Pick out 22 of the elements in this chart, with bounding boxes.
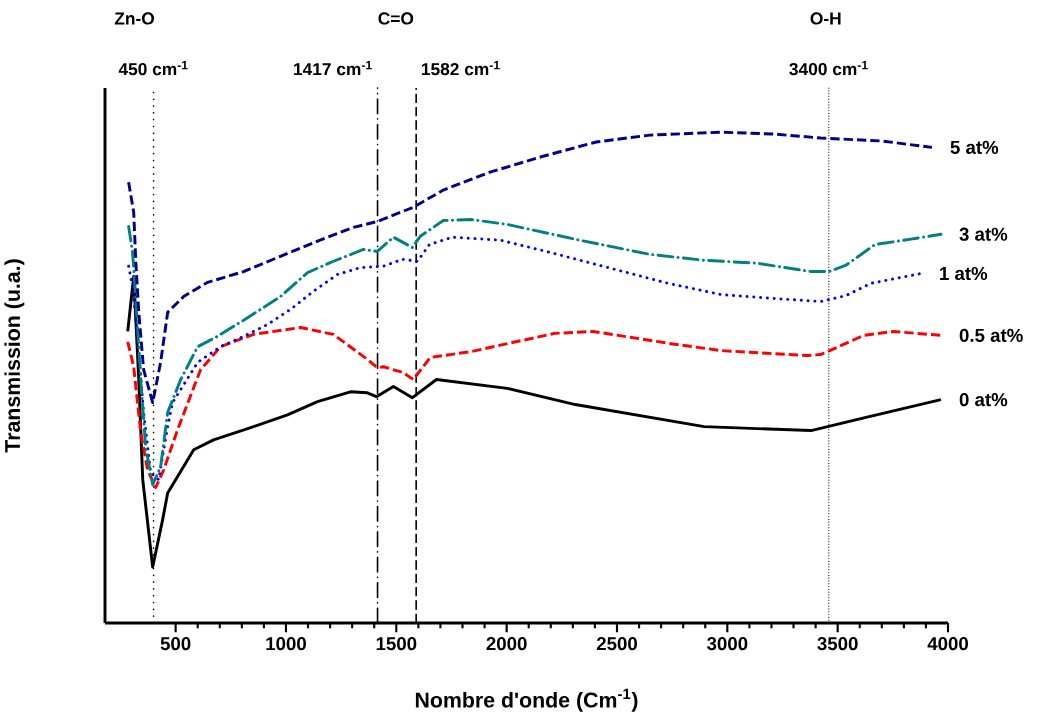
series-label: 1 at% bbox=[940, 266, 988, 281]
x-tick-label: 2000 bbox=[486, 637, 527, 651]
x-tick-label: 1500 bbox=[376, 637, 417, 651]
x-axis-title: Nombre d'onde (Cm$^{-1}$) bbox=[415, 688, 638, 712]
ref-line-label: 3400 cm$^{-1}$ bbox=[789, 60, 868, 76]
series-label: 5 at% bbox=[950, 140, 999, 154]
ref-line-label: 1582 cm$^{-1}$ bbox=[421, 60, 500, 76]
text: C=O bbox=[378, 12, 414, 25]
x-tick-label: 3500 bbox=[817, 637, 858, 651]
series-label: 0 at% bbox=[959, 393, 1008, 407]
series-label: 0.5 at% bbox=[959, 328, 1023, 342]
text: O-H bbox=[810, 12, 841, 25]
x-tick-label: 4000 bbox=[927, 637, 968, 651]
series-label: 3 at% bbox=[959, 227, 1008, 241]
ref-line-label: 1417 cm$^{-1}$ bbox=[294, 60, 372, 76]
x-tick-label: 500 bbox=[160, 637, 191, 651]
x-tick-label: 1000 bbox=[266, 637, 306, 651]
text: Zn-O bbox=[114, 12, 155, 25]
x-tick-label: 2500 bbox=[596, 637, 637, 651]
ref-line-label: 450 cm$^{-1}$ bbox=[118, 60, 188, 76]
y-axis-title: Transmission (u.a.) bbox=[4, 259, 25, 453]
x-tick-label: 3000 bbox=[706, 637, 748, 651]
